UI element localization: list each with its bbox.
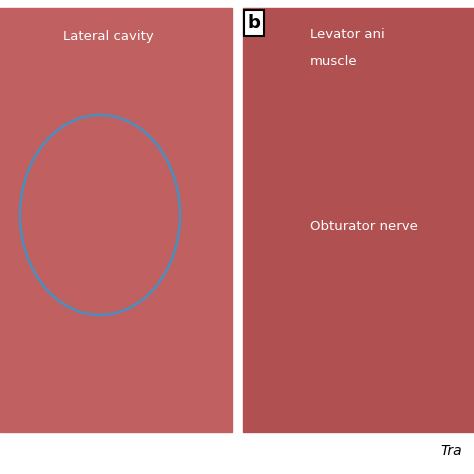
Text: b: b bbox=[248, 14, 261, 32]
Bar bbox=[243, 8, 474, 432]
Bar bbox=[0, 8, 232, 432]
Text: Obturator nerve: Obturator nerve bbox=[310, 220, 418, 233]
Text: muscle: muscle bbox=[310, 55, 357, 68]
Text: Lateral cavity: Lateral cavity bbox=[63, 30, 154, 43]
Text: Tra: Tra bbox=[440, 444, 462, 458]
Text: Levator ani: Levator ani bbox=[310, 28, 385, 41]
